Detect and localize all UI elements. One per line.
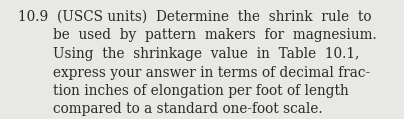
- Text: Using  the  shrinkage  value  in  Table  10.1,: Using the shrinkage value in Table 10.1,: [18, 47, 360, 61]
- Text: 10.9  (USCS units)  Determine  the  shrink  rule  to: 10.9 (USCS units) Determine the shrink r…: [18, 10, 372, 24]
- Text: express your answer in terms of decimal frac-: express your answer in terms of decimal …: [18, 65, 370, 79]
- Text: tion inches of elongation per foot of length: tion inches of elongation per foot of le…: [18, 84, 349, 98]
- Text: compared to a standard one-foot scale.: compared to a standard one-foot scale.: [18, 102, 323, 117]
- Text: be  used  by  pattern  makers  for  magnesium.: be used by pattern makers for magnesium.: [18, 28, 377, 42]
